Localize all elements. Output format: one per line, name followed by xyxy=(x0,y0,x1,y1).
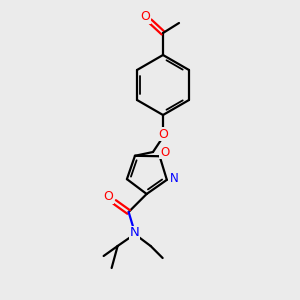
Text: N: N xyxy=(169,172,178,185)
Text: O: O xyxy=(104,190,114,203)
Text: O: O xyxy=(158,128,168,140)
Text: O: O xyxy=(160,146,169,159)
Text: O: O xyxy=(140,11,150,23)
Text: N: N xyxy=(130,226,140,239)
